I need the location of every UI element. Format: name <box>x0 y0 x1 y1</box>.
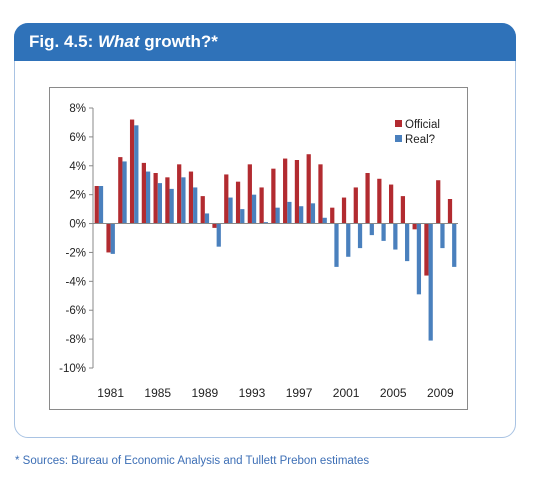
bar-official <box>247 164 252 224</box>
bar-real <box>369 223 374 236</box>
bar-real <box>181 177 186 224</box>
bar-official <box>212 223 217 228</box>
y-tick-label: -6% <box>66 305 86 317</box>
x-tick-label: 1993 <box>239 386 266 400</box>
bar-real <box>346 223 351 257</box>
bar-real <box>134 125 139 224</box>
bar-official <box>177 164 182 224</box>
y-tick-label: 6% <box>69 132 86 144</box>
bar-real <box>381 223 386 241</box>
bar-real <box>169 188 174 224</box>
bar-official <box>106 223 111 253</box>
y-tick-label: 2% <box>69 190 86 202</box>
bar-official <box>389 184 394 224</box>
y-tick-label: -8% <box>66 334 86 346</box>
bar-official <box>271 168 276 224</box>
bar-real <box>98 186 104 224</box>
bar-real <box>287 201 292 224</box>
bar-real <box>393 223 398 250</box>
bar-real <box>275 207 280 224</box>
bar-official <box>365 173 370 224</box>
bar-real <box>216 223 221 247</box>
bar-official <box>224 174 229 224</box>
bar-real <box>405 223 410 262</box>
bar-real <box>193 187 198 224</box>
y-tick-label: 4% <box>69 161 86 173</box>
bar-official <box>306 154 311 224</box>
figure-label-prefix: Fig. 4.5: <box>29 32 98 51</box>
bar-real <box>263 222 268 224</box>
bar-official <box>400 196 406 224</box>
bar-official <box>424 223 429 276</box>
y-tick-label: -2% <box>66 247 86 259</box>
legend-swatch <box>395 120 402 127</box>
bar-real <box>334 223 339 267</box>
bar-real <box>299 206 304 224</box>
bar-real <box>122 161 127 224</box>
x-tick-label: 1981 <box>97 386 124 400</box>
bar-real <box>428 223 433 341</box>
legend-label: Real? <box>405 134 435 146</box>
figure-label-suffix: growth?* <box>139 32 218 51</box>
bar-official <box>153 173 158 224</box>
bar-official <box>259 187 264 224</box>
bar-official <box>200 196 205 224</box>
x-tick-label: 1985 <box>144 386 171 400</box>
bar-official <box>447 199 453 224</box>
bar-real <box>357 223 363 249</box>
bar-official <box>188 171 194 224</box>
bar-official <box>412 223 417 230</box>
y-tick-label: -4% <box>66 276 86 288</box>
legend-swatch <box>395 135 402 142</box>
source-note: * Sources: Bureau of Economic Analysis a… <box>15 455 370 467</box>
figure-header: Fig. 4.5: What growth?* <box>14 23 516 61</box>
bar-official <box>318 164 323 224</box>
y-tick-label: 8% <box>69 103 86 115</box>
bar-real <box>204 213 210 224</box>
bar-real <box>110 223 115 254</box>
bar-official <box>341 197 347 224</box>
bar-official <box>235 181 241 224</box>
bar-official <box>294 160 300 224</box>
figure-label-italic: What <box>97 32 140 51</box>
bar-official <box>436 180 441 224</box>
bar-real <box>310 203 316 224</box>
bar-official <box>377 178 382 224</box>
bar-real <box>251 194 257 224</box>
x-tick-label: 1989 <box>192 386 219 400</box>
bar-official <box>94 186 99 224</box>
y-tick-label: -10% <box>59 363 86 375</box>
bar-real <box>228 197 233 224</box>
bar-real <box>416 223 422 295</box>
x-tick-label: 2009 <box>427 386 454 400</box>
bar-real <box>452 223 457 267</box>
bar-official <box>165 177 170 224</box>
bar-official <box>330 207 335 224</box>
bar-official <box>353 187 358 224</box>
x-tick-label: 2005 <box>380 386 407 400</box>
bar-official <box>118 157 123 224</box>
bar-real <box>157 183 162 224</box>
y-tick-label: 0% <box>69 219 86 231</box>
bar-official <box>129 119 135 224</box>
bar-official <box>141 162 146 224</box>
bar-official <box>283 158 288 224</box>
x-tick-label: 1997 <box>286 386 313 400</box>
bar-real <box>440 223 445 249</box>
legend-label: Official <box>405 119 440 131</box>
bar-real <box>322 217 327 224</box>
x-tick-label: 2001 <box>333 386 360 400</box>
bar-real <box>240 209 245 224</box>
bar-real <box>145 171 151 224</box>
